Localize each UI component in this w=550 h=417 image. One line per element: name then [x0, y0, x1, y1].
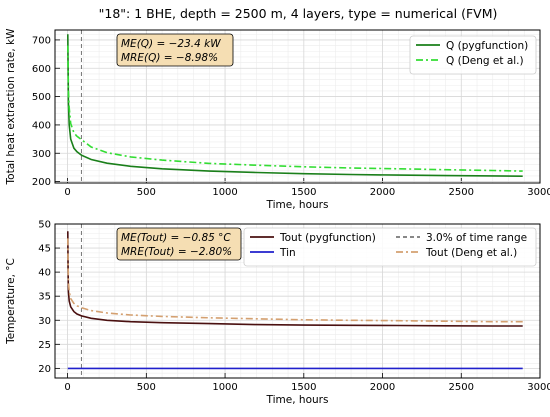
x-tick-label: 0 — [64, 187, 70, 198]
figure-title: "18": 1 BHE, depth = 2500 m, 4 layers, t… — [99, 6, 498, 21]
x-tick-label: 2500 — [449, 382, 474, 393]
y-tick-label: 45 — [38, 244, 51, 255]
legend-label-0: Tout (pygfunction) — [279, 232, 376, 244]
axes-frame — [54, 223, 541, 379]
series-line-0 — [67, 34, 523, 177]
metrics-line-1: ME(Tout) = −0.85 °C — [121, 232, 231, 244]
y-tick-label: 50 — [38, 220, 51, 231]
metrics-line-2: MRE(Q) = −8.98% — [121, 52, 218, 64]
legend-label-0: Q (pygfunction) — [446, 40, 528, 52]
x-tick-label: 500 — [137, 382, 156, 393]
y-tick-label: 200 — [32, 177, 51, 188]
legend-box — [409, 35, 537, 75]
y-tick-label: 400 — [32, 120, 51, 131]
x-tick-label: 500 — [137, 187, 156, 198]
legend-label-3: Tout (Deng et al.) — [425, 247, 517, 259]
bottom-panel-temperature: 0 500 1000 1500 2000 2500 3000 20 25 30 35 40 45 50 Ti… — [5, 220, 550, 407]
metrics-box — [116, 227, 242, 261]
y-tick-label: 30 — [38, 316, 51, 327]
y-tick-label: 500 — [32, 92, 51, 103]
x-tick-label: 3000 — [527, 187, 550, 198]
series-line-0 — [67, 231, 523, 327]
metrics-line-1: ME(Q) = −23.4 kW — [121, 38, 221, 50]
x-tick-label: 1000 — [212, 382, 237, 393]
metrics-line-2: MRE(Tout) = −2.80% — [121, 246, 232, 258]
y-tick-label: 600 — [32, 64, 51, 75]
y-tick-label: 300 — [32, 149, 51, 160]
y-tick-label: 20 — [38, 364, 51, 375]
y-tick-label: 35 — [38, 292, 51, 303]
metrics-box — [116, 33, 234, 67]
y-tick-label: 40 — [38, 268, 51, 279]
series-line-1 — [67, 45, 523, 172]
y-axis-label: Total heat extraction rate, kW — [5, 28, 17, 186]
x-tick-label: 3000 — [527, 382, 550, 393]
legend-box — [243, 227, 537, 267]
x-tick-label: 0 — [64, 382, 70, 393]
top-panel-heat-rate: 0 500 1000 1500 2000 2500 3000 200 300 400 500 600 7… — [5, 28, 550, 211]
x-tick-label: 2000 — [370, 187, 395, 198]
y-tick-label: 700 — [32, 35, 51, 46]
legend-label-1: Q (Deng et al.) — [446, 55, 524, 67]
x-tick-label: 1500 — [291, 382, 316, 393]
legend-label-1: 3.0% of time range — [426, 232, 527, 244]
axes-frame — [54, 29, 541, 184]
x-tick-label: 1000 — [212, 187, 237, 198]
legend-label-2: Tin — [279, 247, 296, 259]
x-tick-label: 2500 — [449, 187, 474, 198]
x-axis-label: Time, hours — [266, 199, 329, 211]
y-axis-label: Temperature, °C — [5, 258, 17, 345]
x-axis-label: Time, hours — [266, 394, 329, 406]
y-tick-label: 25 — [38, 340, 51, 351]
x-tick-label: 1500 — [291, 187, 316, 198]
x-tick-label: 2000 — [370, 382, 395, 393]
